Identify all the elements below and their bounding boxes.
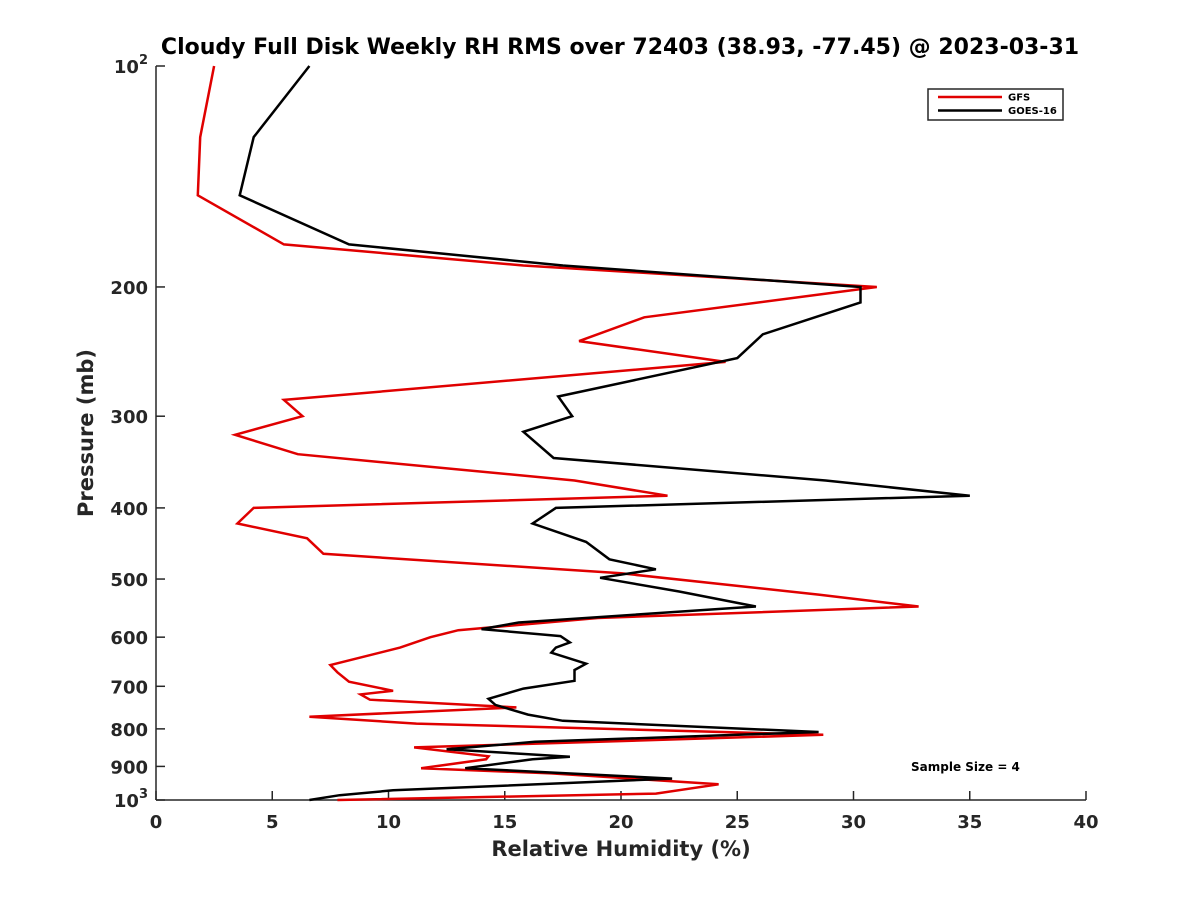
y-tick-label: 300	[110, 407, 148, 428]
x-tick-label: 10	[376, 812, 401, 833]
y-tick-label: 103	[114, 787, 148, 812]
y-tick-label: 800	[110, 720, 148, 741]
chart-title: Cloudy Full Disk Weekly RH RMS over 7240…	[161, 35, 1079, 60]
series-line-goes16	[238, 65, 970, 802]
y-tick-label: 600	[110, 628, 148, 649]
y-tick-label: 102	[114, 53, 148, 78]
y-tick-label: 200	[110, 278, 148, 299]
series-line-gfs	[196, 65, 919, 802]
y-tick-label: 700	[110, 677, 148, 698]
y-ticks: 102 200 300 400 500 600 700 800 900 103	[110, 53, 165, 812]
x-tick-label: 5	[266, 812, 279, 833]
x-axis-label: Relative Humidity (%)	[491, 837, 750, 861]
x-tick-label: 35	[957, 812, 982, 833]
legend-box	[927, 88, 1064, 121]
x-tick-label: 25	[725, 812, 750, 833]
x-tick-label: 40	[1073, 812, 1098, 833]
y-axis-label: Pressure (mb)	[74, 349, 98, 517]
y-tick-label: 500	[110, 570, 148, 591]
x-tick-label: 15	[492, 812, 517, 833]
series-lines	[196, 65, 970, 802]
y-tick-label: 900	[110, 757, 148, 778]
legend-label-gfs: GFS	[1008, 93, 1030, 104]
x-tick-label: 0	[150, 812, 163, 833]
y-tick-label: 400	[110, 499, 148, 520]
plot-area: 0 5 10 15 20 25 30 35 40 102 200 300 400 500 600 700 80…	[110, 53, 1098, 833]
legend-label-goes16: GOES-16	[1008, 106, 1057, 117]
legend: GFS GOES-16	[927, 88, 1064, 121]
x-tick-label: 20	[608, 812, 633, 833]
x-tick-label: 30	[841, 812, 866, 833]
x-ticks: 0 5 10 15 20 25 30 35 40	[150, 791, 1099, 833]
sample-size-annotation: Sample Size = 4	[911, 760, 1020, 774]
